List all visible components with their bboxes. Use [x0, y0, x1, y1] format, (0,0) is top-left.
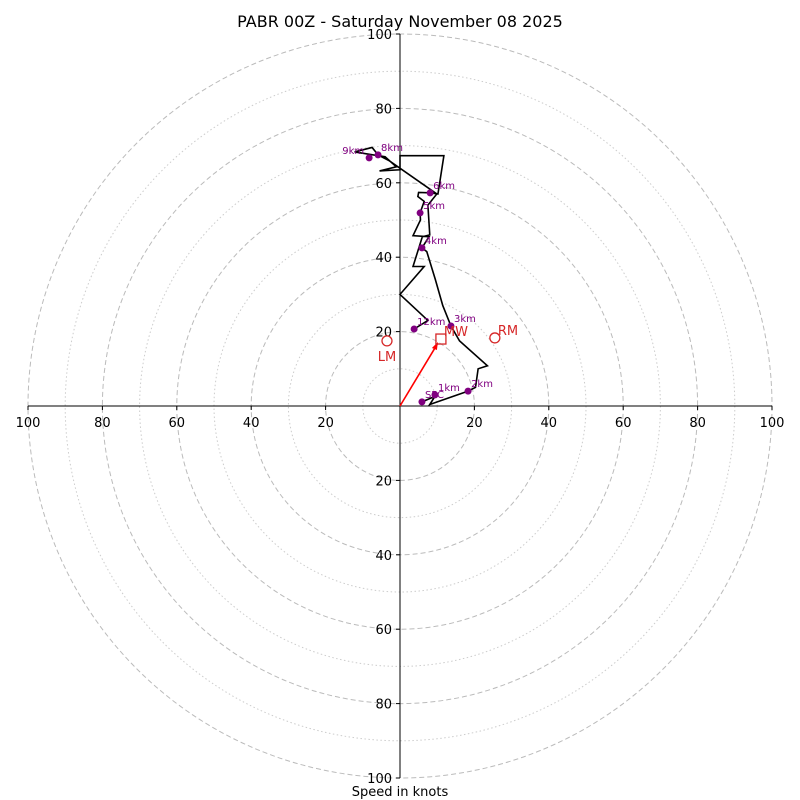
height-marker-label: 5km — [423, 201, 445, 212]
storm-motion-label: RM — [498, 324, 518, 339]
y-tick-label: 20 — [375, 474, 392, 489]
y-tick-label: 40 — [375, 549, 392, 564]
x-tick-label: 100 — [760, 416, 785, 431]
height-marker-label: 12km — [417, 317, 445, 328]
storm-motion-rm-marker — [489, 332, 501, 344]
y-tick-label: 40 — [375, 251, 392, 266]
chart-title: PABR 00Z - Saturday November 08 2025 — [237, 12, 563, 31]
storm-motion-label: LM — [378, 350, 396, 365]
height-marker-label: 2km — [471, 379, 493, 390]
height-marker-dot — [374, 151, 382, 159]
x-tick-label: 60 — [615, 416, 632, 431]
height-marker-label: 1km — [438, 383, 460, 394]
storm-motion-arrow — [399, 342, 439, 407]
x-tick-label: 20 — [466, 416, 483, 431]
height-marker-dot — [418, 244, 426, 252]
height-marker-dot — [431, 391, 439, 399]
y-tick-label: 80 — [375, 102, 392, 117]
height-marker-dot — [365, 154, 373, 162]
x-tick-label: 80 — [689, 416, 706, 431]
arrowhead-icon — [431, 342, 438, 351]
y-tick-label: 20 — [375, 326, 392, 341]
height-marker-dot — [447, 322, 455, 330]
y-tick-label: 60 — [375, 177, 392, 192]
storm-motion-lm-marker — [381, 335, 393, 347]
height-marker-dot — [464, 387, 472, 395]
x-tick-label: 40 — [541, 416, 558, 431]
x-axis-label: Speed in knots — [352, 785, 449, 800]
y-tick-label: 60 — [375, 623, 392, 638]
height-marker-label: 4km — [425, 236, 447, 247]
height-marker-label: 8km — [381, 143, 403, 154]
y-tick-label: 100 — [367, 28, 392, 43]
y-tick-label: 100 — [367, 772, 392, 787]
y-tick-label: 80 — [375, 698, 392, 713]
height-marker-dot — [426, 189, 434, 197]
x-tick-label: 100 — [16, 416, 41, 431]
x-tick-label: 80 — [94, 416, 111, 431]
height-marker-label: 6km — [433, 181, 455, 192]
height-marker-dot — [416, 209, 424, 217]
height-marker-label: 3km — [454, 314, 476, 325]
height-marker-label: 9km — [342, 146, 364, 157]
height-marker-dot — [418, 398, 426, 406]
x-tick-label: 40 — [243, 416, 260, 431]
x-tick-label: 60 — [169, 416, 186, 431]
storm-motion-label: MW — [444, 325, 468, 340]
mean-wind-marker — [435, 333, 447, 345]
height-marker-dot — [410, 325, 418, 333]
x-tick-label: 20 — [317, 416, 334, 431]
